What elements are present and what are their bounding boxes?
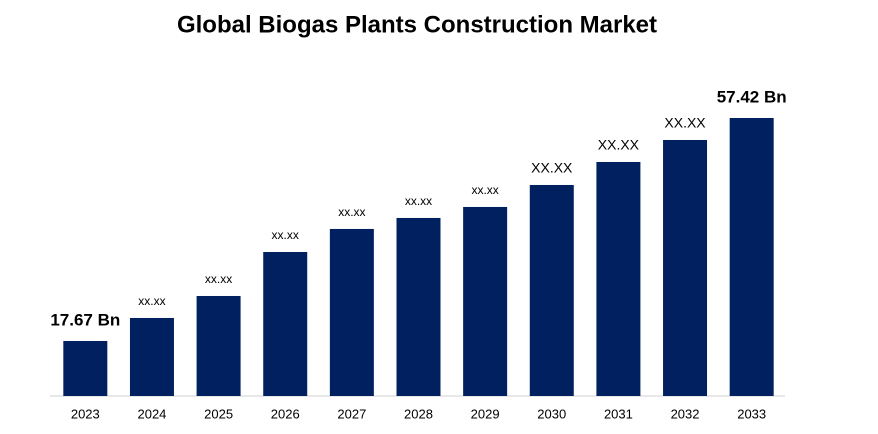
- x-tick-label: 2030: [537, 406, 566, 421]
- bar: [63, 340, 108, 396]
- x-tick-label: 2025: [204, 406, 233, 421]
- bar: [729, 118, 774, 396]
- value-label: xx.xx: [405, 194, 432, 208]
- x-tick-label: 2028: [404, 406, 433, 421]
- x-tick-label: 2032: [671, 406, 700, 421]
- value-label: 17.67 Bn: [50, 310, 120, 329]
- value-label: xx.xx: [338, 205, 365, 219]
- bar: [529, 184, 574, 396]
- value-label: XX.XX: [531, 160, 573, 176]
- bar: [129, 317, 174, 396]
- x-tick-label: 2033: [737, 406, 766, 421]
- value-label: xx.xx: [138, 294, 165, 308]
- x-tick-label: 2029: [471, 406, 500, 421]
- x-tick-label: 2023: [71, 406, 100, 421]
- value-label: XX.XX: [664, 115, 706, 131]
- value-label: xx.xx: [471, 183, 498, 197]
- value-label: xx.xx: [205, 272, 232, 286]
- x-tick-label: 2026: [271, 406, 300, 421]
- bar: [596, 161, 641, 396]
- value-label: XX.XX: [598, 137, 640, 153]
- value-label: xx.xx: [272, 228, 299, 242]
- value-label: 57.42 Bn: [717, 87, 787, 106]
- bar: [263, 252, 308, 396]
- x-tick-label: 2027: [337, 406, 366, 421]
- bar: [663, 139, 708, 396]
- bar: [329, 228, 374, 396]
- bar: [396, 217, 441, 396]
- x-tick-label: 2031: [604, 406, 633, 421]
- chart-title: Global Biogas Plants Construction Market: [177, 11, 657, 38]
- bar: [196, 295, 241, 396]
- x-tick-label: 2024: [137, 406, 166, 421]
- bar: [463, 206, 508, 396]
